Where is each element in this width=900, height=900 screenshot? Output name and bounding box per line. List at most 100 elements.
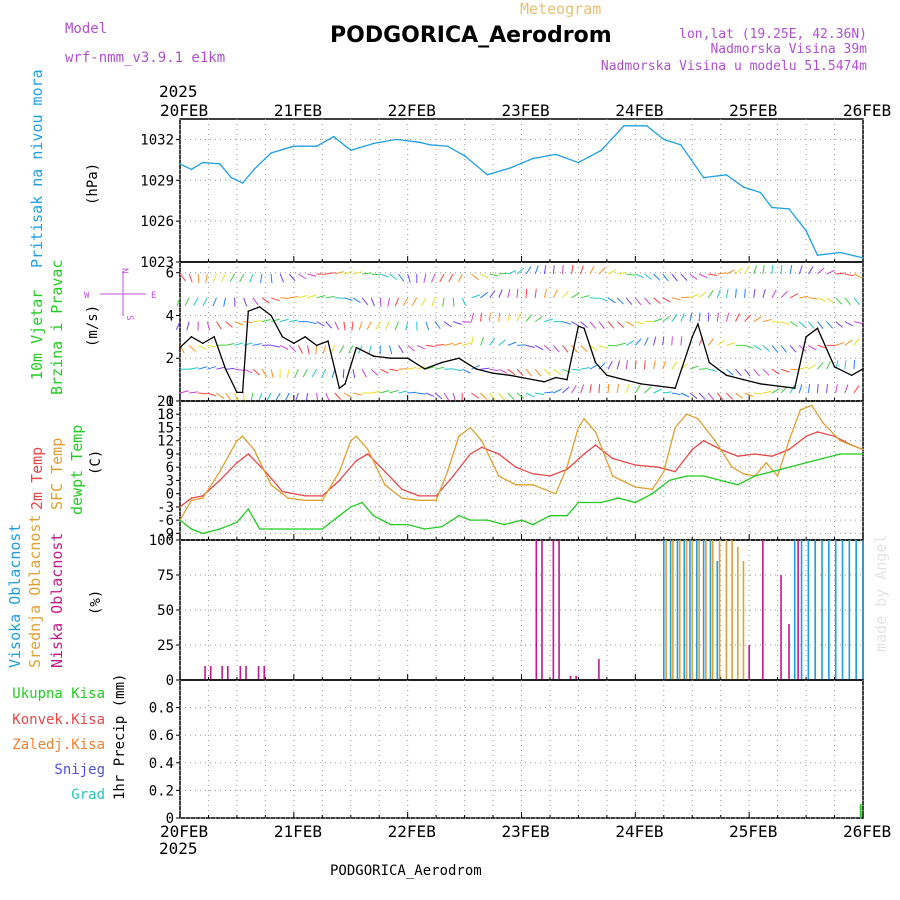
data-point (213, 336, 215, 338)
data-point (657, 385, 659, 387)
data-point (623, 125, 625, 127)
wind-arrow (598, 344, 608, 349)
data-point (441, 526, 443, 528)
wind-arrow (708, 273, 718, 276)
data-point (708, 361, 711, 364)
wind-arrow (498, 392, 505, 401)
wind-unit: (m/s) (85, 305, 101, 347)
wind-arrow (689, 365, 699, 370)
wind-arrow (398, 390, 408, 394)
wind-arrow (726, 342, 736, 346)
wind-arrow (534, 288, 537, 298)
wind-arrow (411, 297, 418, 306)
precip-panel: 0 0.2 0.4 0.6 0.8 (149, 679, 864, 827)
data-point (754, 453, 756, 455)
data-point (372, 142, 375, 145)
wind-arrow (634, 297, 642, 306)
wind-arrow (717, 339, 725, 346)
wind-arrow (589, 384, 592, 394)
wind-arrow (725, 312, 730, 322)
wind-arrow (780, 264, 783, 275)
wind-arrow (707, 392, 715, 401)
cloud-low-label: Niska Oblacnost (48, 533, 66, 668)
data-point (651, 492, 654, 495)
wind-arrow (671, 336, 673, 346)
data-point (594, 444, 597, 446)
data-point (719, 479, 722, 482)
compass-s: S (124, 315, 134, 320)
wind-arrow (807, 321, 815, 329)
data-point (384, 470, 386, 473)
wind-arrow (798, 321, 807, 329)
temp-sfc-label: SFC Temp (48, 438, 66, 510)
wind-arrow (261, 319, 271, 323)
wind-arrow (207, 366, 217, 370)
wind-arrow (261, 297, 270, 304)
wind-arrow (448, 273, 454, 283)
wind-arrow (343, 392, 353, 398)
wind-arrow (625, 360, 628, 370)
y-tick-label: 50 (157, 603, 174, 619)
y-tick-label: 12 (157, 434, 174, 450)
wind-arrow (844, 360, 847, 370)
data-point (850, 374, 853, 377)
data-point (685, 413, 688, 416)
wind-arrow (525, 368, 533, 377)
wind-arrow (352, 392, 362, 396)
data-point (805, 229, 807, 232)
wind-arrow (225, 343, 235, 346)
wind-arrow (853, 297, 860, 306)
wind-arrow (562, 321, 572, 325)
wind-arrow (571, 385, 577, 394)
data-point (179, 506, 181, 508)
data-point (418, 495, 420, 497)
y-tick-label: 4 (166, 308, 174, 324)
data-point (236, 391, 238, 394)
wind-arrow (671, 297, 681, 301)
wind-arrow (853, 273, 863, 279)
wind-arrow (439, 273, 445, 283)
data-point (338, 514, 341, 517)
wind-arrow (176, 297, 181, 307)
data-point (509, 374, 511, 377)
wind-arrow (275, 392, 281, 402)
wind-arrow (489, 312, 491, 322)
wind-arrow (421, 297, 427, 306)
pressure-unit: (hPa) (85, 163, 101, 205)
data-point (401, 497, 403, 499)
data-point (816, 431, 819, 433)
precip-unit: 1hr Precip (mm) (112, 674, 128, 800)
data-point (321, 495, 324, 497)
wind-arrow (186, 321, 190, 331)
y-tick-label: 3 (166, 473, 174, 489)
wind-arrow (571, 265, 574, 275)
time-tick-label: 23FEB (502, 101, 550, 120)
wind-arrow (543, 288, 548, 298)
data-point (816, 254, 819, 256)
wind-arrow (307, 294, 317, 299)
data-point (532, 473, 534, 475)
wind-arrow (534, 315, 543, 323)
wind-arrow (489, 392, 496, 401)
wind-arrow (562, 368, 571, 374)
wind-arrow (671, 314, 678, 322)
cloud-mid-label: Srednja Oblacnost (26, 514, 44, 668)
wind-arrow (844, 273, 854, 277)
wind-arrow (753, 265, 757, 275)
wind-arrow (425, 344, 435, 348)
y-tick-label: 0 (166, 673, 174, 689)
wind-arrow (288, 273, 296, 282)
data-point (202, 497, 204, 499)
data-point (663, 138, 665, 141)
data-point (367, 448, 369, 451)
wind-arrow (234, 392, 238, 402)
precip-conv-label: Konvek.Kisa (12, 712, 105, 728)
data-point (247, 310, 250, 313)
wind-arrow (405, 321, 409, 331)
data-point (532, 484, 534, 486)
data-point (258, 528, 261, 530)
wind-arrow (453, 368, 463, 372)
wind-arrow (735, 288, 737, 298)
wind-arrow (216, 321, 222, 330)
wind-arrow (423, 273, 427, 283)
